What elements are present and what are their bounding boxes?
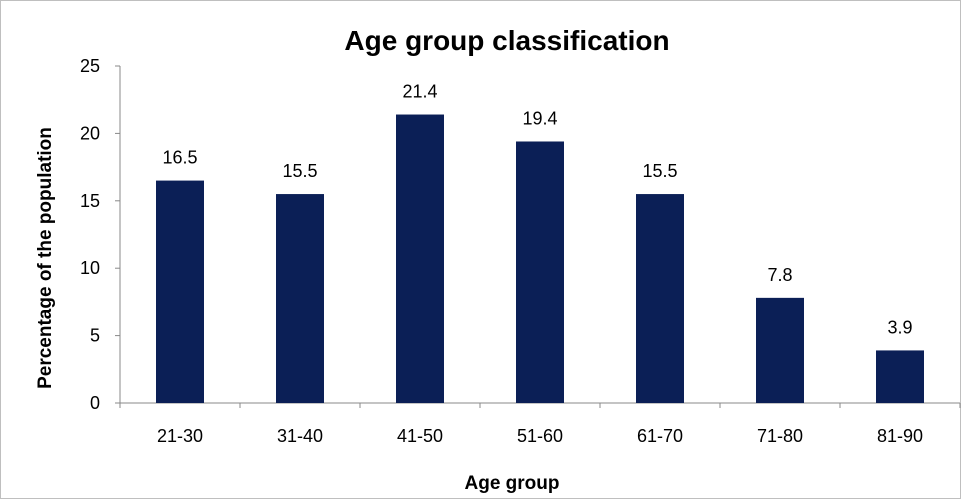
y-tick-label: 20 — [80, 123, 100, 143]
y-tick-label: 25 — [80, 56, 100, 76]
x-tick-label: 31-40 — [277, 426, 323, 446]
bar — [636, 194, 684, 403]
data-label: 3.9 — [887, 317, 912, 337]
y-tick-label: 5 — [90, 326, 100, 346]
bars — [156, 114, 924, 403]
bar — [516, 141, 564, 403]
data-label: 21.4 — [402, 82, 437, 102]
bar — [276, 194, 324, 403]
tick-labels: 0 5 10 15 20 25 21-30 31-40 41-50 51-60 61-70 71-80… — [80, 56, 923, 446]
chart-title: Age group classification — [344, 25, 669, 56]
y-tick-label: 0 — [90, 393, 100, 413]
y-tick-label: 10 — [80, 258, 100, 278]
x-tick-label: 71-80 — [757, 426, 803, 446]
x-tick-label: 81-90 — [877, 426, 923, 446]
data-label: 19.4 — [522, 108, 557, 128]
bar — [756, 297, 804, 403]
x-tick-label: 51-60 — [517, 426, 563, 446]
x-tick-label: 61-70 — [637, 426, 683, 446]
data-label: 7.8 — [767, 265, 792, 285]
x-axis-title: Age group — [465, 473, 560, 494]
y-tick-label: 15 — [80, 191, 100, 211]
bar — [156, 180, 204, 403]
bar — [396, 114, 444, 403]
data-label: 15.5 — [282, 161, 317, 181]
data-label: 15.5 — [642, 161, 677, 181]
data-label: 16.5 — [162, 148, 197, 168]
x-tick-label: 41-50 — [397, 426, 443, 446]
bar — [876, 350, 924, 403]
x-tick-label: 21-30 — [157, 426, 203, 446]
y-axis-title: Percentage of the population — [35, 127, 56, 389]
data-labels: 16.5 15.5 21.4 19.4 15.5 7.8 3.9 — [162, 82, 912, 338]
